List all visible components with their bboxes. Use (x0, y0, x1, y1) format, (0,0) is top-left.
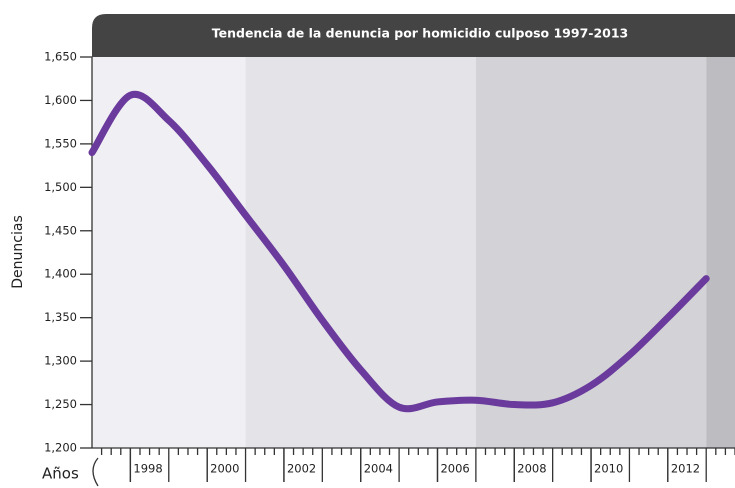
y-tick-label: 1,350 (44, 310, 77, 324)
bracket (92, 457, 99, 487)
y-tick-label: 1,450 (44, 223, 77, 237)
x-axis-label: Años (42, 465, 79, 483)
y-tick-label: 1,250 (44, 397, 77, 411)
x-tick-label: 2004 (364, 462, 393, 476)
y-tick-label: 1,300 (44, 354, 77, 368)
x-tick-label: 2008 (517, 462, 546, 476)
title-bar (92, 14, 735, 57)
x-tick-label: 2012 (671, 462, 700, 476)
x-tick-label: 2006 (440, 462, 469, 476)
y-tick-label: 1,500 (44, 180, 77, 194)
x-tick-label: 2000 (210, 462, 239, 476)
chart-title: Tendencia de la denuncia por homicidio c… (212, 26, 629, 41)
band (706, 57, 735, 448)
y-axis-label: Denuncias (10, 215, 26, 288)
x-tick-label: 2010 (594, 462, 623, 476)
x-tick-label: 1998 (133, 462, 162, 476)
y-tick-label: 1,650 (44, 50, 77, 64)
x-tick-label: 2002 (287, 462, 316, 476)
y-tick-label: 1,600 (44, 93, 77, 107)
data-line (88, 90, 710, 413)
y-tick-label: 1,200 (44, 441, 77, 455)
band (245, 57, 476, 448)
y-tick-label: 1,400 (44, 267, 77, 281)
y-tick-label: 1,550 (44, 136, 77, 150)
